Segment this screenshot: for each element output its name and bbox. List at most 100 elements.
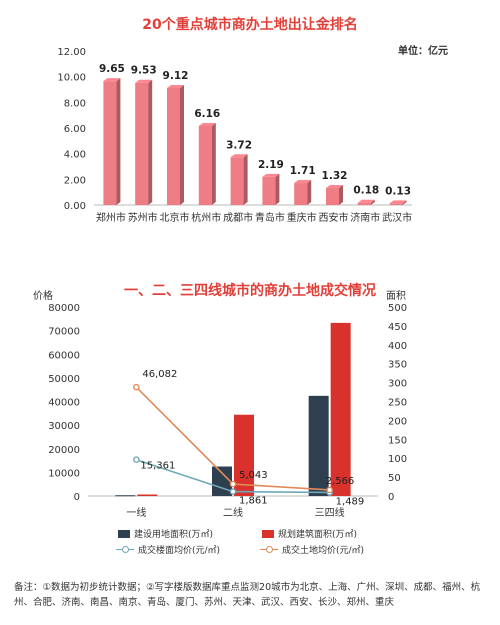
legend-line-floor-price xyxy=(116,546,134,553)
chart2-xtick-label: 二线 xyxy=(223,506,243,519)
chart1-bar-top xyxy=(230,154,248,158)
chart1-ytick-label: 12.00 xyxy=(57,47,86,58)
chart2-bar-floor-area xyxy=(234,414,254,496)
chart2-point-floor-price xyxy=(229,488,237,495)
chart2-left-tick-label: 30000 xyxy=(48,421,80,432)
chart2-left-tick-label: 10000 xyxy=(48,468,80,479)
chart2-left-tick-label: 50000 xyxy=(48,374,80,385)
chart1-xtick-label: 苏州市 xyxy=(128,211,158,224)
chart1-bar-side xyxy=(243,154,248,205)
chart1-bar xyxy=(294,180,312,205)
chart1-ytick-label: 4.00 xyxy=(64,150,86,161)
chart2-right-tick-label: 50 xyxy=(388,473,401,484)
legend-label-floor-area: 规划建筑面积(万㎡) xyxy=(278,530,358,540)
chart1-data-label: 1.32 xyxy=(322,170,348,182)
chart2-left-tick-label: 20000 xyxy=(48,445,80,456)
chart1-bar xyxy=(135,79,153,205)
chart2-left-tick-label: 80000 xyxy=(48,303,80,314)
chart2-right-tick-label: 450 xyxy=(388,322,407,333)
chart2-right-tick-label: 300 xyxy=(388,379,407,390)
chart1-bar-top xyxy=(294,180,312,184)
legend-label-land-area: 建设用地面积(万㎡) xyxy=(134,530,214,540)
chart1-bar xyxy=(262,173,280,205)
chart1-xtick-label: 北京市 xyxy=(160,211,190,224)
legend-item-land-price: 成交土地均价(元/㎡) xyxy=(260,543,364,556)
left-axis-name: 价格 xyxy=(33,291,53,302)
chart1-title: 20个重点城市商办土地出让金排名 xyxy=(142,17,358,33)
chart1-ytick-label: 2.00 xyxy=(64,175,86,186)
chart2-data-label-land-price: 2,566 xyxy=(326,476,355,487)
chart2-data-label-floor-price: 1,861 xyxy=(239,496,268,507)
chart1-bar-top xyxy=(326,185,343,189)
chart1-bar-front xyxy=(326,188,339,205)
chart1-bar-top xyxy=(262,173,280,177)
chart2-right-tick-label: 150 xyxy=(388,435,407,446)
chart1-bar-side xyxy=(180,84,184,205)
legend-line-land-price xyxy=(260,546,278,553)
chart1-bar-top xyxy=(167,84,184,88)
chart1-bar xyxy=(103,78,121,205)
chart1-xtick-label: 杭州市 xyxy=(191,211,221,224)
legend-item-floor-price: 成交楼面均价(元/㎡) xyxy=(116,543,220,556)
chart1-bar xyxy=(198,122,216,205)
chart1-bar-side xyxy=(116,78,121,205)
chart2-right-tick-label: 500 xyxy=(388,303,407,314)
chart1-bar-top xyxy=(389,200,407,204)
chart1-bar-front xyxy=(262,176,276,205)
chart2-left-tick-label: 0 xyxy=(74,492,80,503)
chart2-left-tick-label: 40000 xyxy=(48,398,80,409)
legend-label-floor-price: 成交楼面均价(元/㎡) xyxy=(138,546,221,556)
chart2-right-tick-label: 250 xyxy=(388,398,407,409)
chart1-bar xyxy=(167,84,184,205)
right-axis-name: 面积 xyxy=(386,291,406,302)
chart1-xtick-label: 重庆市 xyxy=(287,211,317,224)
chart1-xtick-label: 成都市 xyxy=(223,211,253,224)
chart2-bar-land-area xyxy=(308,395,329,496)
chart2-bar-floor-area xyxy=(137,494,158,496)
chart2-data-label-floor-price: 15,361 xyxy=(140,461,175,472)
chart2-point-land-price xyxy=(133,383,140,391)
chart2-data-label-floor-price: 1,489 xyxy=(336,496,365,507)
chart1-data-label: 0.13 xyxy=(385,185,411,197)
chart1-xtick-label: 西安市 xyxy=(319,211,349,224)
chart1-bar-side xyxy=(339,185,343,205)
chart2-title: 一、二、三四线城市的商办土地成交情况 xyxy=(124,283,376,299)
chart1-bar-side xyxy=(211,122,216,205)
chart1-data-label: 2.19 xyxy=(258,159,284,171)
chart1-xtick-label: 郑州市 xyxy=(96,211,126,224)
chart1-xtick-label: 青岛市 xyxy=(255,211,285,224)
chart1-data-label: 9.53 xyxy=(131,65,157,77)
chart1-bar-side xyxy=(275,173,280,205)
chart1-bar xyxy=(357,199,375,205)
chart2-bar-land-area xyxy=(115,495,136,497)
chart2-right-tick-label: 350 xyxy=(388,360,407,371)
chart1-bar-front xyxy=(198,125,212,205)
chart2-left-tick-label: 60000 xyxy=(48,350,80,361)
chart1-bar-top xyxy=(103,78,121,82)
chart2-point-land-price xyxy=(229,480,237,488)
chart1-unit-label: 单位：亿元 xyxy=(398,46,448,57)
chart1-plot: 0.00 2.00 4.00 6.00 8.00 10.00 12.00 9.65 郑州市 9.5… xyxy=(57,47,412,224)
chart1-data-label: 1.71 xyxy=(290,165,316,177)
chart2-data-label-land-price: 46,082 xyxy=(142,369,177,380)
legend-swatch-land-area xyxy=(118,529,130,538)
legend-swatch-floor-area xyxy=(262,529,274,538)
chart1-bar-front xyxy=(357,202,371,205)
chart2-xtick-label: 三四线 xyxy=(315,506,345,519)
chart1-data-label: 6.16 xyxy=(194,108,220,120)
chart1-bar-front xyxy=(294,183,308,205)
chart2-left-tick-label: 70000 xyxy=(48,327,80,338)
chart1-bar-front xyxy=(103,81,117,205)
legend-label-land-price: 成交土地均价(元/㎡) xyxy=(282,546,365,556)
chart1-data-label: 3.72 xyxy=(226,139,252,151)
chart1-bar xyxy=(230,154,248,205)
chart1-bar-side xyxy=(148,79,153,205)
chart1-bar-side xyxy=(402,200,407,205)
chart1-ytick-label: 10.00 xyxy=(57,73,86,84)
chart2-plot: 0 10000 20000 30000 40000 50000 60000 70000 8000… xyxy=(48,303,407,519)
chart1-xtick-label: 济南市 xyxy=(350,211,380,224)
chart1-xtick-label: 武汉市 xyxy=(382,211,412,224)
chart2-point-land-price xyxy=(326,486,333,494)
chart1-data-label: 9.12 xyxy=(163,70,189,82)
